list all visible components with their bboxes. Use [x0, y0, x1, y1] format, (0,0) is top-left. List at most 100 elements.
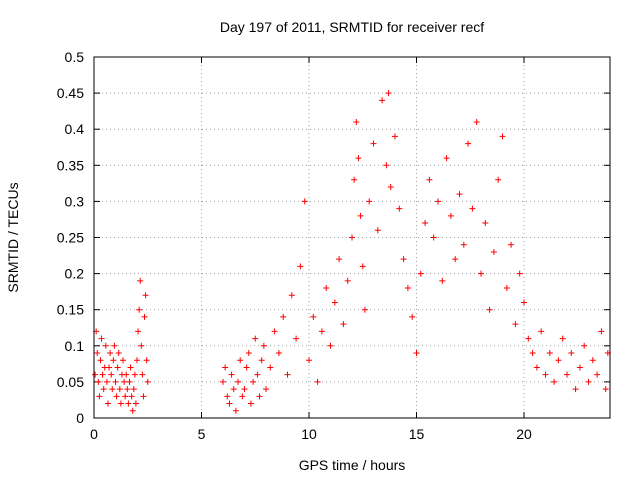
data-point	[137, 277, 144, 284]
data-point	[538, 328, 545, 335]
data-point	[323, 285, 330, 292]
y-tick-label: 0.15	[57, 302, 84, 318]
y-tick-label: 0.4	[65, 121, 85, 137]
y-tick-label: 0.2	[65, 266, 85, 282]
data-point	[404, 285, 411, 292]
data-point	[353, 118, 360, 125]
y-axis-label: SRMTID / TECUs	[5, 182, 21, 292]
data-point	[379, 97, 386, 104]
data-point	[396, 205, 403, 212]
data-point	[143, 357, 150, 364]
data-point	[366, 198, 373, 205]
data-point	[271, 328, 278, 335]
data-point	[97, 357, 104, 364]
data-point	[116, 386, 123, 393]
data-point	[456, 191, 463, 198]
data-point	[138, 342, 145, 349]
data-point	[241, 386, 248, 393]
data-point	[551, 378, 558, 385]
data-point	[239, 393, 246, 400]
data-point	[306, 357, 312, 364]
data-point	[126, 378, 133, 385]
data-point	[136, 306, 143, 313]
data-point	[555, 357, 562, 364]
data-point	[516, 270, 523, 277]
data-point	[503, 285, 510, 292]
data-point	[107, 350, 114, 357]
data-point	[426, 176, 433, 183]
data-point	[351, 176, 358, 183]
data-point	[533, 364, 540, 371]
data-point	[392, 133, 398, 140]
x-tick-label: 5	[198, 426, 206, 442]
data-point	[250, 378, 257, 385]
data-point	[92, 371, 99, 378]
data-point	[301, 198, 308, 205]
data-point	[252, 335, 259, 342]
data-point	[258, 357, 265, 364]
data-point	[387, 183, 394, 190]
data-point	[94, 350, 101, 357]
y-tick-label: 0.05	[57, 374, 84, 390]
data-point	[374, 227, 381, 234]
plot-frame	[93, 56, 611, 419]
data-point	[117, 400, 124, 407]
data-point	[361, 306, 368, 313]
data-point	[581, 342, 588, 349]
data-point	[125, 400, 132, 407]
data-point	[576, 364, 583, 371]
data-point	[135, 328, 142, 335]
data-point	[260, 342, 267, 349]
data-point	[499, 133, 506, 140]
y-tick-label: 0.45	[57, 85, 84, 101]
x-tick-label: 10	[301, 426, 317, 442]
data-point	[111, 342, 118, 349]
data-point	[385, 90, 392, 97]
data-point	[585, 378, 592, 385]
data-point	[114, 364, 121, 371]
data-point	[224, 393, 231, 400]
data-point	[113, 393, 120, 400]
data-point	[226, 400, 233, 407]
data-point	[256, 393, 263, 400]
data-point	[370, 140, 377, 147]
data-point	[237, 357, 244, 364]
data-points	[92, 90, 611, 414]
data-point	[96, 393, 103, 400]
x-tick-label: 0	[90, 426, 98, 442]
data-point	[529, 350, 536, 357]
data-point	[99, 371, 106, 378]
y-tick-label: 0.25	[57, 230, 84, 246]
data-point	[439, 277, 446, 284]
x-axis-label: GPS time / hours	[299, 457, 406, 473]
data-point	[220, 378, 226, 385]
data-point	[293, 335, 300, 342]
data-point	[314, 378, 321, 385]
data-point	[594, 371, 601, 378]
data-point	[542, 371, 549, 378]
data-point	[495, 176, 502, 183]
data-point	[132, 400, 139, 407]
data-point	[245, 350, 252, 357]
data-point	[122, 393, 129, 400]
data-point	[469, 205, 476, 212]
data-point	[131, 371, 138, 378]
data-point	[120, 357, 127, 364]
data-point	[222, 364, 229, 371]
data-point	[232, 407, 239, 414]
data-point	[110, 357, 117, 364]
data-point	[104, 400, 111, 407]
data-point	[564, 371, 570, 378]
data-point	[102, 342, 109, 349]
data-point	[95, 378, 102, 385]
data-point	[589, 357, 596, 364]
data-point	[139, 371, 146, 378]
data-point	[422, 220, 429, 227]
data-point	[144, 378, 151, 385]
data-point	[318, 328, 325, 335]
data-point	[327, 342, 334, 349]
data-point	[490, 248, 497, 255]
data-point	[142, 292, 149, 299]
data-point	[602, 386, 609, 393]
